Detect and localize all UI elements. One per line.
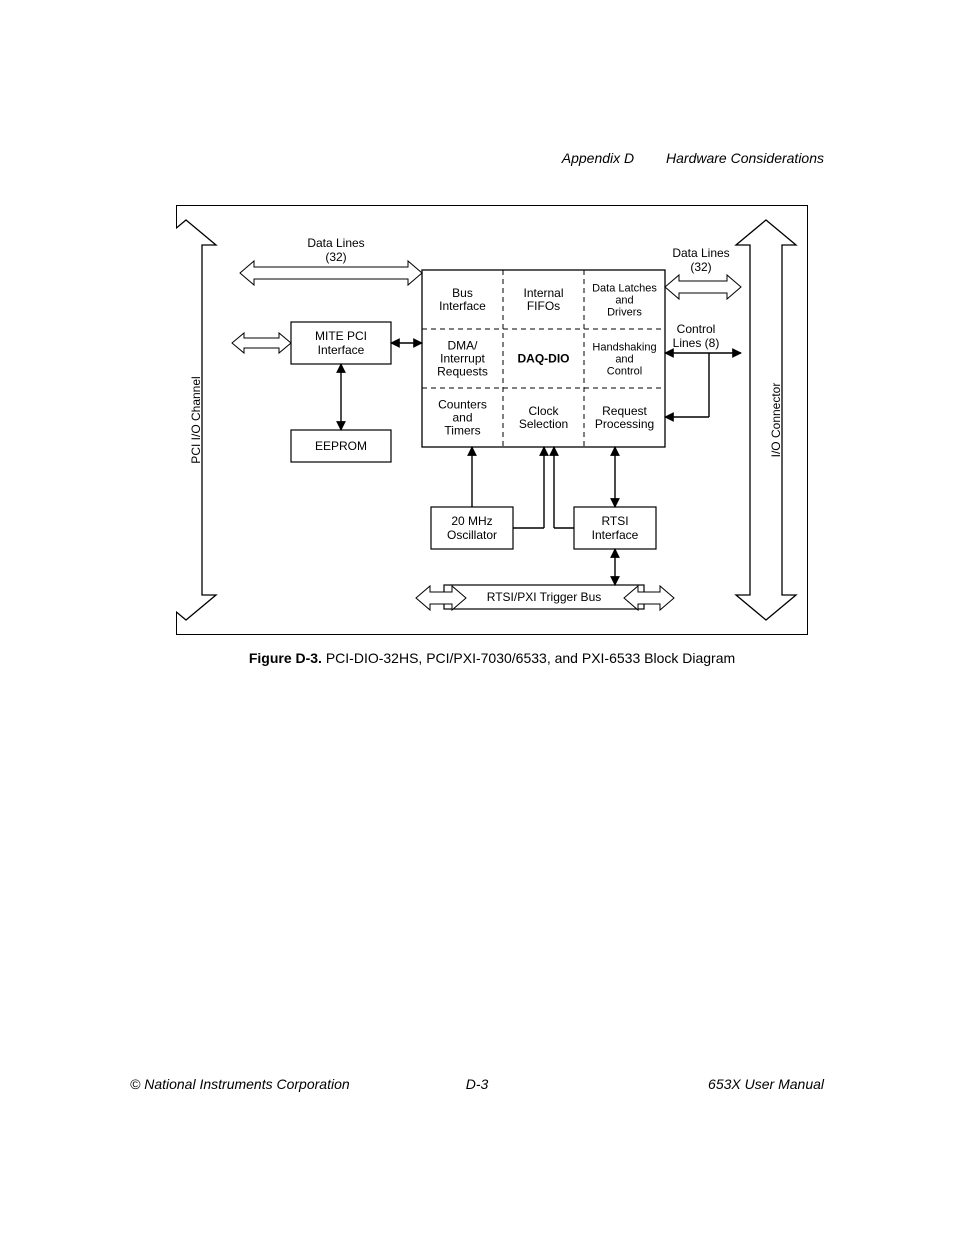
svg-text:RequestProcessing: RequestProcessing xyxy=(595,404,654,431)
figure-caption: Figure D-3. PCI-DIO-32HS, PCI/PXI-7030/6… xyxy=(176,650,808,666)
block-diagram: PCI I/O Channel I/O Connector Data Lines(3… xyxy=(176,205,808,635)
header-title: Hardware Considerations xyxy=(666,150,824,166)
svg-text:PCI I/O Channel: PCI I/O Channel xyxy=(189,376,203,463)
figure-label: Figure D-3. xyxy=(249,650,322,666)
footer-right: 653X User Manual xyxy=(708,1076,824,1092)
svg-text:Data Lines(32): Data Lines(32) xyxy=(672,246,729,274)
svg-text:EEPROM: EEPROM xyxy=(315,439,367,453)
svg-text:InternalFIFOs: InternalFIFOs xyxy=(523,286,563,313)
svg-text:ControlLines (8): ControlLines (8) xyxy=(673,322,720,350)
header-appendix: Appendix D xyxy=(562,150,634,166)
svg-text:DAQ-DIO: DAQ-DIO xyxy=(518,352,570,366)
page-header: Appendix D Hardware Considerations xyxy=(562,150,824,166)
page: Appendix D Hardware Considerations PCI I… xyxy=(0,0,954,1235)
svg-text:MITE PCIInterface: MITE PCIInterface xyxy=(315,329,367,357)
svg-text:Data Lines(32): Data Lines(32) xyxy=(307,236,364,264)
svg-text:RTSI/PXI Trigger Bus: RTSI/PXI Trigger Bus xyxy=(487,590,602,604)
svg-text:20 MHzOscillator: 20 MHzOscillator xyxy=(447,514,497,542)
figure-caption-text: PCI-DIO-32HS, PCI/PXI-7030/6533, and PXI… xyxy=(322,650,735,666)
svg-text:I/O Connector: I/O Connector xyxy=(769,383,783,458)
page-footer: © National Instruments Corporation D-3 6… xyxy=(130,1076,824,1092)
